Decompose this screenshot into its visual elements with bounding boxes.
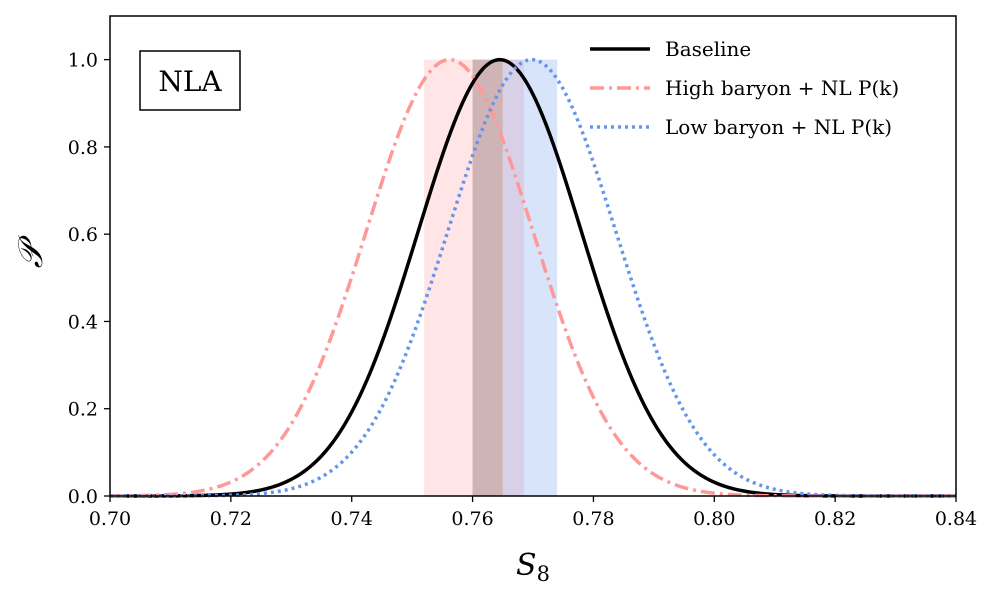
annotation-label: NLA xyxy=(158,65,222,98)
x-tick-label: 0.72 xyxy=(210,508,252,530)
y-tick-label: 0.0 xyxy=(68,486,98,508)
y-tick-label: 0.4 xyxy=(68,311,98,333)
plot-frame xyxy=(109,15,957,497)
band-high-baryon xyxy=(424,59,524,497)
y-tick-label: 1.0 xyxy=(68,50,98,72)
x-axis-ticks: 0.70 0.72 0.74 0.76 0.78 0.80 0.82 0.84 xyxy=(89,496,977,530)
legend-label-baseline: Baseline xyxy=(665,37,751,61)
x-tick-label: 0.84 xyxy=(935,508,977,530)
y-axis-ticks: 0.0 0.2 0.4 0.6 0.8 1.0 xyxy=(68,50,110,508)
annotation-box xyxy=(139,50,241,111)
y-tick-label: 0.2 xyxy=(68,399,98,421)
x-tick-label: 0.78 xyxy=(572,508,614,530)
y-tick-label: 0.6 xyxy=(68,224,98,246)
credible-bands xyxy=(424,59,558,497)
legend-label-high-baryon: High baryon + NL P(k) xyxy=(665,76,899,100)
x-axis-title-main: S xyxy=(516,548,537,583)
band-baseline xyxy=(472,59,503,497)
x-tick-label: 0.76 xyxy=(451,508,493,530)
x-tick-label: 0.74 xyxy=(331,508,373,530)
y-axis-title: 𝒫 xyxy=(11,234,51,268)
model-annotation: NLA xyxy=(139,50,241,111)
x-tick-label: 0.82 xyxy=(814,508,856,530)
x-axis-title: S8 xyxy=(516,548,550,586)
curve-low-baryon xyxy=(110,57,956,498)
x-tick-label: 0.80 xyxy=(693,508,735,530)
legend-label-low-baryon: Low baryon + NL P(k) xyxy=(665,115,892,139)
x-tick-label: 0.70 xyxy=(89,508,131,530)
y-tick-label: 0.8 xyxy=(68,137,98,159)
legend: Baseline High baryon + NL P(k) Low baryon … xyxy=(590,37,899,139)
x-axis-title-sub: 8 xyxy=(537,562,550,586)
